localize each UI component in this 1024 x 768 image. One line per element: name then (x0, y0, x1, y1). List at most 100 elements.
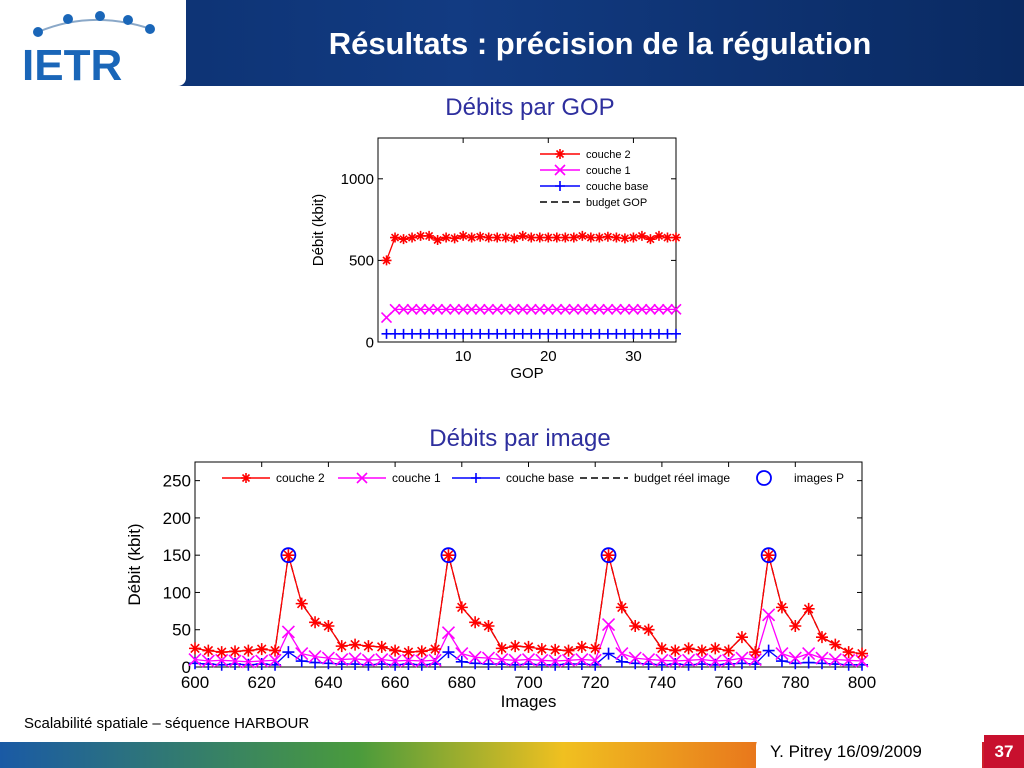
chart2-data-point (201, 654, 215, 668)
chart1-data-point (594, 328, 605, 339)
chart1-data-point (560, 232, 571, 243)
chart1-data-point (662, 328, 673, 339)
chart1-data-point (619, 233, 630, 244)
chart1-data-point (576, 303, 588, 315)
chart1-data-point (397, 303, 410, 315)
chart2-data-point (602, 549, 615, 562)
chart2-xtick-label: 760 (714, 673, 742, 692)
chart1-data-point (526, 328, 537, 339)
chart2-data-point (229, 645, 242, 658)
chart2-data-point (295, 655, 308, 668)
chart1-data-point (483, 232, 494, 243)
chart2-data-point (575, 652, 589, 667)
chart2-ytick-label: 0 (182, 658, 191, 677)
chart2-data-point (429, 643, 442, 656)
chart1-legend-marker (555, 181, 565, 191)
chart1-xlabel: GOP (510, 365, 543, 382)
chart1-title: Débits par GOP (445, 94, 615, 121)
chart2-data-point (482, 620, 495, 632)
chart2-data-point (760, 547, 777, 564)
chart1-legend-label: couche base (586, 181, 648, 193)
chart1-data-point (661, 303, 674, 315)
chart1-data-point (551, 328, 562, 339)
chart1-data-point (653, 230, 664, 241)
chart1-data-point (577, 328, 588, 339)
chart2-data-point (468, 650, 482, 664)
chart1-data-point (508, 303, 520, 315)
chart1-data-point (432, 328, 443, 339)
chart1-data-point (423, 303, 435, 315)
chart2-data-point (669, 644, 682, 657)
chart2-legend-label: images P (794, 471, 844, 485)
chart2-data-point (708, 654, 722, 668)
chart2-data-point (188, 652, 202, 667)
chart2-data-point (789, 657, 802, 670)
chart1-data-point (424, 230, 435, 241)
chart2-data-point (442, 646, 455, 659)
chart2-data-point (441, 626, 456, 640)
chart1-data-point (619, 303, 631, 315)
chart1-data-point (543, 328, 554, 339)
chart2-ylabel: Débit (kbit) (125, 523, 144, 605)
chart2-data-point (415, 645, 428, 658)
chart1-data-point (407, 232, 418, 243)
chart2-data-point (856, 647, 868, 660)
chart1-data-point (602, 303, 614, 315)
chart2-data-point (762, 549, 775, 562)
chart1-data-point (628, 328, 639, 339)
chart1-ytick-label: 1000 (341, 171, 374, 188)
chart2-data-point (549, 643, 562, 656)
chart2-data-point (281, 625, 295, 639)
chart2-data-point (295, 647, 309, 661)
chart2-data-point (255, 654, 269, 668)
chart2-xtick-label: 720 (581, 673, 609, 692)
chart2-data-point (842, 646, 855, 659)
chart1-data-point (585, 232, 596, 243)
chart2-data-point (788, 651, 802, 665)
chart2-data-point (280, 547, 297, 564)
chart1-data-point (424, 328, 435, 339)
chart2-data-point (228, 654, 242, 668)
chart1-data-point (475, 328, 486, 339)
chart2-data-point (828, 652, 842, 667)
chart1-data-point (594, 232, 605, 243)
chart2-data-point (335, 640, 348, 653)
chart2-data-point (309, 656, 322, 669)
chart1-data-point (449, 233, 460, 244)
chart1-data-point (551, 232, 562, 243)
chart2-data-point (749, 646, 762, 659)
chart2-xtick-label: 700 (514, 673, 542, 692)
chart2-data-point (215, 646, 228, 659)
chart1-data-point (380, 311, 393, 324)
chart1-data-point (415, 303, 427, 315)
chart2-data-point (415, 654, 429, 668)
chart2-data-point (722, 644, 735, 657)
chart1-data-point (474, 303, 486, 315)
chart2-data-point (309, 616, 322, 629)
chart2-data-point (522, 640, 535, 653)
chart1-data-point (398, 234, 409, 245)
chart1-data-point (381, 255, 392, 266)
chart1-data-point (671, 232, 681, 243)
chart2-data-point (735, 631, 748, 644)
chart2-data-point (481, 651, 496, 665)
chart1-data-point (440, 303, 452, 315)
chart2-data-point (495, 652, 509, 667)
chart2-data-point (629, 620, 642, 632)
logo-text: IETR (22, 41, 122, 86)
chart2-data-point (295, 597, 308, 610)
chart2-legend-label: couche base (506, 471, 574, 485)
chart2-data-point (762, 608, 776, 622)
page-number: 37 (984, 735, 1024, 768)
chart1-legend-label: couche 1 (586, 165, 631, 177)
chart1-data-point (389, 303, 401, 315)
chart1-data-point (636, 303, 648, 315)
chart2-data-point (641, 652, 656, 667)
chart1-data-point (585, 328, 596, 339)
chart1-data-point (534, 303, 546, 315)
chart1-data-point (381, 328, 392, 339)
chart2-ytick-label: 50 (172, 621, 191, 640)
chart2-data-point (815, 631, 828, 644)
chart1-data-point (585, 303, 597, 315)
chart1-legend-label: couche 2 (586, 149, 631, 161)
